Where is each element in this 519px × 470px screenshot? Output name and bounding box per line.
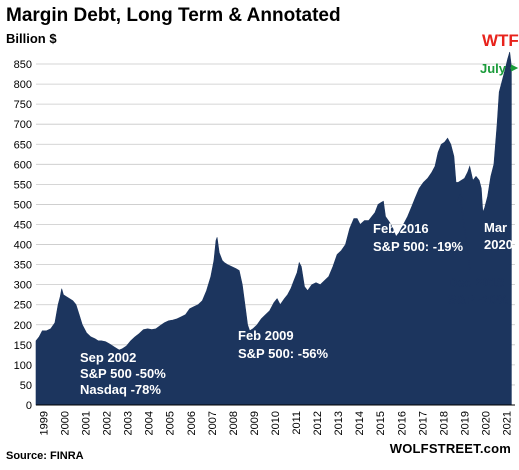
annotation-line: Dec 2018	[448, 275, 504, 290]
x-tick-label: 2015	[375, 411, 387, 435]
x-tick-label: 2019	[459, 411, 471, 435]
annotation-line: S&P 500: -19%	[373, 239, 464, 254]
annotation-label: Feb 2009 S&P 500: -56%	[238, 328, 329, 361]
annotation-label: WTF	[482, 31, 519, 50]
y-tick-label: 350	[14, 260, 32, 272]
x-tick-label: 2003	[123, 411, 135, 435]
x-tick-label: 2014	[354, 411, 366, 435]
x-tick-label: 2000	[59, 411, 71, 435]
annotation-label: Dec 2018 S&P -20%	[448, 275, 509, 307]
y-tick-label: 750	[14, 99, 32, 111]
dec-2018-pointer-arrow	[457, 193, 471, 271]
y-tick-label: 650	[14, 139, 32, 151]
annotation-label: Sep 2002 S&P 500 -50% Nasdaq -78%	[80, 350, 166, 397]
x-tick-label: 2007	[207, 411, 219, 435]
annotation-line: S&P 500: -56%	[238, 346, 329, 361]
x-tick-label: 2009	[249, 411, 261, 435]
x-tick-label: 2001	[80, 411, 92, 435]
y-tick-label: 850	[14, 59, 32, 71]
y-tick-label: 100	[14, 360, 32, 372]
annotation-label: July	[480, 61, 507, 76]
annotation-line: Nasdaq -78%	[80, 382, 161, 397]
y-tick-label: 400	[14, 240, 32, 252]
x-tick-label: 2021	[502, 411, 514, 435]
y-tick-label: 250	[14, 300, 32, 312]
source-note: Source: FINRA	[6, 450, 84, 462]
annotation-line: Mar	[484, 220, 507, 235]
annotation-label: Mar 2020	[484, 220, 513, 252]
x-tick-label: 2006	[186, 411, 198, 435]
x-tick-label: 2010	[270, 411, 282, 435]
annotation-line: July	[480, 61, 507, 76]
y-tick-label: 500	[14, 199, 32, 211]
x-tick-label: 2013	[333, 411, 345, 435]
chart-title: Margin Debt, Long Term & Annotated	[6, 5, 341, 26]
y-axis-unit-label: Billion $	[6, 31, 57, 46]
annotation-line: S&P -20%	[448, 292, 509, 307]
x-tick-label: 2008	[228, 411, 240, 435]
y-tick-label: 800	[14, 79, 32, 91]
y-tick-label: 600	[14, 159, 32, 171]
y-tick-label: 550	[14, 179, 32, 191]
annotation-label: Feb 2016 S&P 500: -19%	[373, 221, 464, 254]
annotation-line: S&P 500 -50%	[80, 366, 166, 381]
annotation-line: WTF	[482, 31, 519, 50]
x-tick-label: 2011	[291, 411, 303, 435]
y-tick-label: 700	[14, 119, 32, 131]
x-tick-label: 2020	[481, 411, 493, 435]
x-tick-label: 2016	[396, 411, 408, 435]
site-credit: WOLFSTREET.com	[389, 441, 511, 456]
y-tick-label: 300	[14, 280, 32, 292]
annotation-line: Sep 2002	[80, 350, 136, 365]
y-tick-label: 150	[14, 340, 32, 352]
x-tick-label: 2005	[165, 411, 177, 435]
x-tick-label: 1999	[38, 411, 50, 435]
y-tick-label: 50	[20, 380, 32, 392]
annotation-line: Feb 2016	[373, 221, 429, 236]
x-tick-label: 2012	[312, 411, 324, 435]
annotation-line: 2020	[484, 237, 513, 252]
y-tick-label: 450	[14, 219, 32, 231]
x-tick-label: 2002	[102, 411, 114, 435]
x-tick-label: 2004	[144, 411, 156, 435]
annotation-line: Feb 2009	[238, 328, 294, 343]
x-tick-label: 2017	[417, 411, 429, 435]
y-tick-label: 0	[26, 400, 32, 412]
margin-debt-area	[35, 51, 512, 406]
x-tick-label: 2018	[438, 411, 450, 435]
y-tick-label: 200	[14, 320, 32, 332]
